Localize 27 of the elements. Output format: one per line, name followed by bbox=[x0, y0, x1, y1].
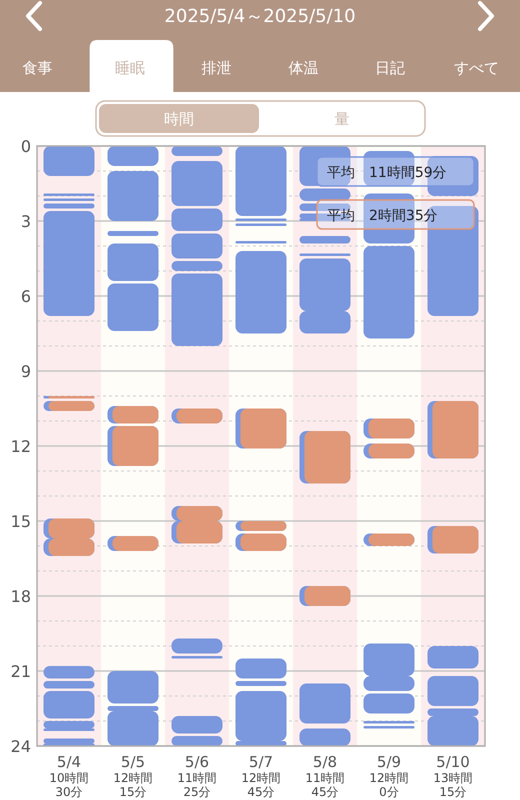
x-tick-label: 5/8 11時間 45分 bbox=[305, 753, 345, 799]
x-tick-label: 5/9 12時間 0分 bbox=[369, 753, 409, 799]
y-tick-label: 9 bbox=[20, 362, 31, 381]
y-tick-label: 3 bbox=[20, 212, 31, 231]
y-tick-label: 0 bbox=[20, 137, 31, 156]
y-tick-label: 24 bbox=[10, 737, 31, 756]
text: 時間 bbox=[164, 110, 194, 128]
category-label: 排泄 bbox=[202, 59, 232, 77]
y-tick-label: 15 bbox=[10, 512, 31, 531]
x-tick-label: 5/4 10時間 30分 bbox=[49, 753, 89, 799]
y-tick-label: 6 bbox=[20, 287, 31, 306]
category-label: 日記 bbox=[375, 59, 405, 77]
category-label: 体温 bbox=[288, 59, 318, 77]
category-label: すべて bbox=[454, 59, 500, 77]
annotation: 平均 2時間35分 bbox=[327, 208, 438, 224]
x-tick-label: 5/6 11時間 25分 bbox=[177, 753, 217, 799]
y-tick-label: 21 bbox=[10, 662, 31, 681]
text: 2025/5/4～2025/5/10 bbox=[164, 6, 356, 27]
x-tick-label: 5/7 12時間 45分 bbox=[241, 753, 281, 799]
y-tick-label: 18 bbox=[10, 587, 31, 606]
x-tick-label: 5/5 12時間 15分 bbox=[113, 753, 153, 799]
category-label: 食事 bbox=[22, 59, 52, 77]
x-tick-label: 5/10 13時間 15分 bbox=[433, 753, 473, 799]
annotation: 平均 11時間59分 bbox=[327, 165, 447, 181]
category-label: 睡眠 bbox=[115, 59, 145, 77]
text: 量 bbox=[334, 110, 350, 128]
y-tick-label: 12 bbox=[10, 437, 31, 456]
